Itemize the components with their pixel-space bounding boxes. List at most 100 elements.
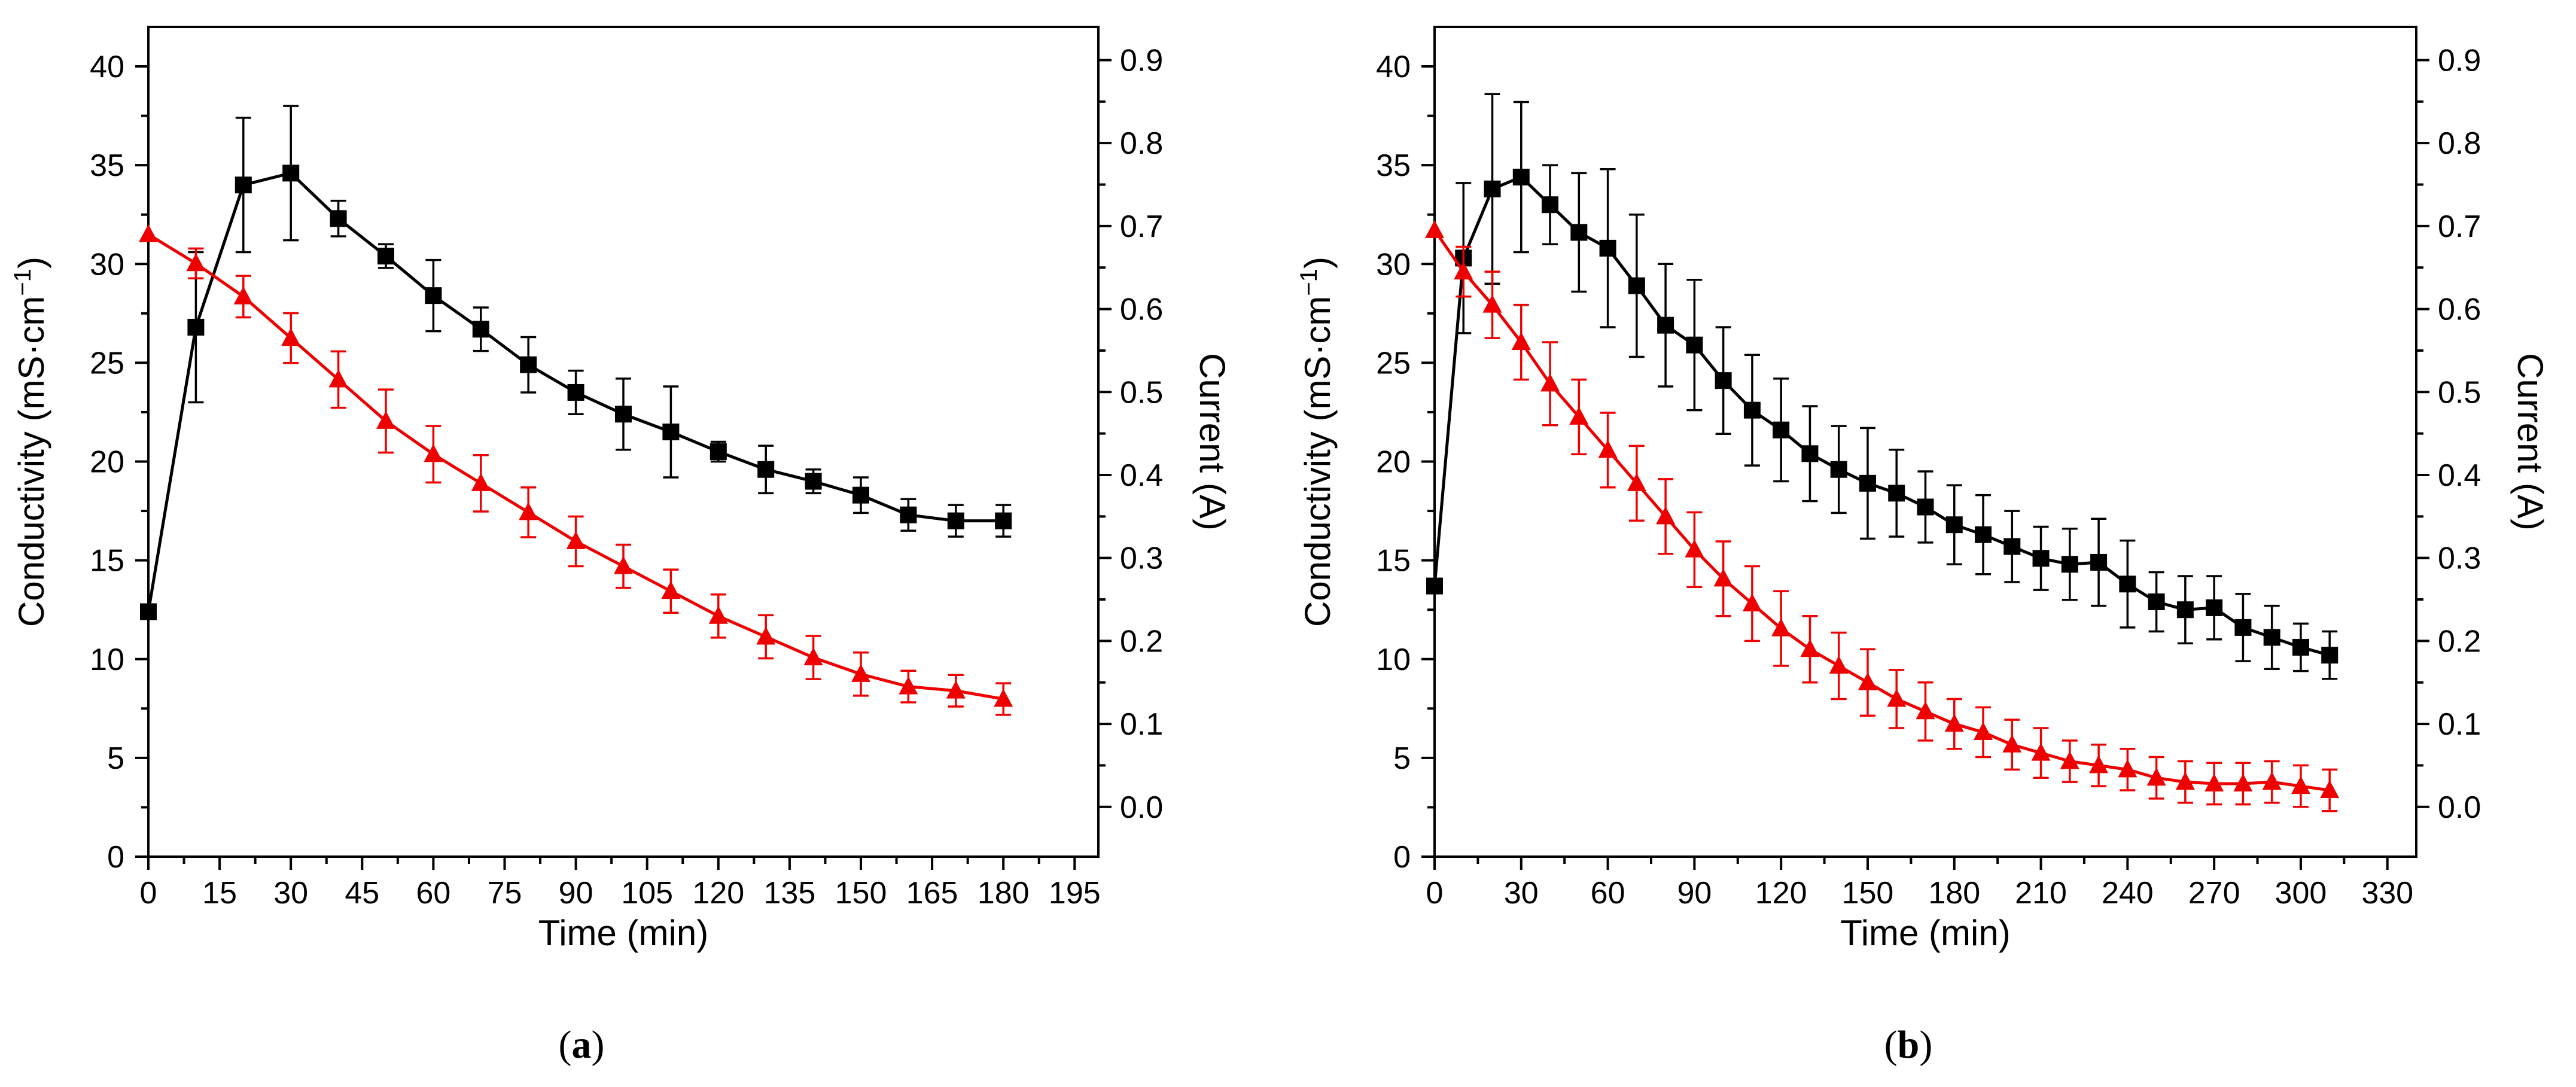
data-point-triangle	[1944, 714, 1964, 732]
series-line	[1433, 175, 2330, 657]
y-left-tick-label: 35	[90, 148, 124, 183]
data-point-square	[2234, 619, 2252, 636]
y-right-tick-label: 0.5	[2438, 375, 2481, 410]
x-tick-label: 0	[1426, 876, 1444, 911]
data-point-square	[1975, 526, 1992, 543]
data-point-square	[757, 461, 775, 478]
x-tick-label: 195	[1049, 876, 1101, 911]
panel-caption-a: (a)	[559, 1023, 605, 1067]
series-conductivity	[140, 105, 1012, 620]
data-point-square	[1715, 372, 1732, 389]
data-point-square	[377, 248, 394, 265]
y-left-tick-label: 10	[1376, 643, 1411, 677]
data-point-triangle	[851, 663, 870, 682]
data-point-triangle	[756, 626, 776, 645]
data-point-triangle	[1916, 701, 1935, 720]
data-point-triangle	[2089, 755, 2109, 774]
data-point-square	[1484, 180, 1501, 197]
data-point-square	[852, 486, 869, 504]
y-right-tick-label: 0.0	[1120, 790, 1163, 825]
y-right-tick-label: 0.9	[2438, 43, 2481, 78]
data-point-triangle	[1974, 721, 1993, 740]
data-point-triangle	[566, 531, 586, 549]
y-left-tick-label: 35	[1376, 148, 1411, 183]
series-current	[1425, 220, 2340, 812]
x-tick-label: 300	[2275, 876, 2327, 911]
data-point-triangle	[328, 369, 348, 388]
data-point-square	[140, 603, 157, 620]
data-point-triangle	[1482, 294, 1502, 313]
data-point-triangle	[1685, 539, 1704, 558]
data-point-square	[2176, 601, 2194, 619]
data-point-triangle	[2233, 773, 2253, 791]
x-tick-label: 120	[1755, 876, 1807, 911]
plot-frame	[147, 26, 1100, 858]
x-tick-label: 60	[416, 876, 450, 911]
data-point-triangle	[1569, 406, 1589, 425]
y-left-tick-label: 20	[90, 445, 124, 480]
y-right-tick-label: 0.8	[1120, 126, 1163, 161]
data-point-square	[2090, 553, 2108, 571]
x-tick-label: 75	[488, 876, 522, 911]
y-right-tick-label: 0.9	[1120, 43, 1163, 78]
data-point-square	[1657, 316, 1674, 334]
y-left-tick-label: 40	[1376, 50, 1411, 84]
data-point-triangle	[2291, 776, 2310, 794]
series-conductivity	[1426, 93, 2339, 680]
data-point-triangle	[1454, 261, 1473, 280]
data-point-square	[2119, 576, 2136, 593]
data-point-triangle	[2146, 768, 2166, 786]
data-point-triangle	[424, 444, 443, 462]
data-point-square	[1830, 461, 1847, 478]
x-tick-label: 60	[1591, 876, 1625, 911]
data-point-triangle	[1656, 506, 1676, 525]
y-left-tick-label: 30	[1376, 247, 1411, 282]
x-tick-label: 90	[559, 876, 593, 911]
panel-caption-b: (b)	[1884, 1023, 1933, 1067]
data-point-square	[472, 321, 489, 338]
x-tick-label: 45	[345, 876, 379, 911]
x-tick-label: 30	[273, 876, 308, 911]
data-point-square	[187, 318, 205, 336]
data-point-triangle	[1713, 568, 1733, 587]
data-point-square	[2003, 538, 2021, 555]
data-point-square	[2292, 638, 2309, 656]
data-point-square	[1512, 168, 1530, 185]
data-point-square	[2061, 556, 2078, 573]
data-point-square	[567, 383, 584, 401]
x-tick-label: 330	[2361, 876, 2413, 911]
data-point-square	[1743, 401, 1761, 419]
x-tick-label: 0	[140, 876, 157, 911]
data-point-square	[425, 287, 442, 305]
data-point-square	[1426, 577, 1443, 595]
data-point-square	[2032, 550, 2050, 567]
data-point-square	[615, 406, 632, 423]
y-left-axis-title: Conductivity (mS·cm−1)	[10, 257, 51, 627]
data-point-triangle	[1742, 593, 1762, 611]
data-point-triangle	[2175, 772, 2195, 790]
y-right-tick-label: 0.4	[2438, 458, 2481, 493]
data-point-triangle	[1598, 440, 1618, 458]
data-point-square	[710, 443, 727, 461]
data-point-square	[1773, 421, 1790, 439]
data-point-square	[1628, 277, 1645, 294]
data-point-triangle	[2320, 780, 2340, 799]
x-tick-label: 210	[2015, 876, 2067, 911]
y-right-tick-label: 0.5	[1120, 375, 1163, 410]
x-tick-label: 180	[1928, 876, 1980, 911]
data-point-square	[995, 512, 1012, 529]
y-left-tick-label: 5	[107, 741, 124, 776]
data-point-square	[1888, 485, 1905, 502]
y-left-tick-label: 30	[90, 247, 124, 282]
data-point-triangle	[994, 689, 1013, 707]
y-right-tick-label: 0.1	[2438, 707, 2481, 742]
data-point-square	[520, 356, 537, 373]
series-line	[1433, 229, 2330, 792]
data-point-square	[662, 423, 680, 440]
data-point-square	[1599, 239, 1616, 257]
series-current	[139, 224, 1013, 716]
data-point-square	[1686, 336, 1703, 354]
y-right-tick-label: 0.3	[1120, 541, 1163, 576]
y-right-axis-title: Current (A)	[2510, 353, 2550, 531]
